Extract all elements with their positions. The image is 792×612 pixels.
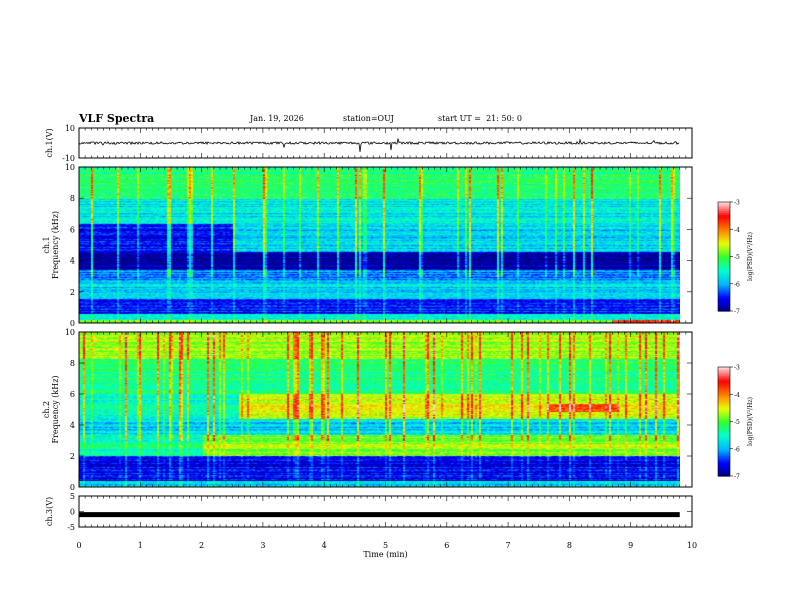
ch3-waveform-ytick-label: 0: [70, 508, 75, 517]
ch1-waveform-line: [78, 138, 680, 152]
ch2-spectrogram-ytick-label: 10: [65, 328, 75, 337]
ch1-spectrogram-panel: 0 2 4 6 8 10 ch.1 Frequency (kHz): [42, 163, 693, 328]
ch1-spectrogram-ylabel: Frequency (kHz): [51, 211, 60, 279]
x-axis-label: Time (min): [363, 550, 407, 559]
colorbar-label: log(PSD)(V²/Hz): [747, 232, 754, 281]
ch2-spectrogram-ytick-label: 2: [70, 452, 75, 461]
ch1-spectrogram-ytick-label: 6: [70, 225, 75, 234]
xtick-label: 6: [444, 541, 449, 550]
ch1-spectrogram-ytick-label: 4: [70, 257, 75, 266]
colorbar-tick-label: -6: [734, 281, 740, 288]
ch2-spectrogram-channel-label: ch.2: [42, 401, 51, 418]
colorbar-tick-label: -3: [734, 365, 740, 372]
chart-title: VLF Spectra: [79, 112, 155, 125]
xtick-label: 1: [138, 541, 143, 550]
start-time-label: start UT = 21: 50: 0: [438, 114, 523, 123]
colorbar-tick-label: -7: [734, 474, 740, 481]
ch1-waveform-panel: 10 -10 ch.1(V): [45, 124, 693, 163]
colorbar-tick-label: -7: [734, 309, 740, 316]
colorbar-ch2: -3 -4 -5 -6 -7 log(PSD)(V²/Hz): [717, 365, 754, 481]
xtick-label: 5: [383, 541, 388, 550]
ch2-spectrogram-ytick-label: 0: [70, 483, 75, 492]
ch3-waveform-ytick-label: 5: [70, 492, 75, 501]
ch1-spectrogram-ytick-label: 0: [70, 319, 75, 328]
xtick-label: 2: [199, 541, 204, 550]
ch2-spectrogram-ytick-label: 4: [70, 421, 75, 430]
colorbar-tick-label: -3: [734, 200, 740, 207]
xtick-label: 4: [322, 541, 327, 550]
xtick-label: 3: [260, 541, 265, 550]
colorbar-tick-label: -4: [734, 392, 740, 399]
station-label: station=OUJ: [343, 114, 394, 123]
ch2-no-data-region: [680, 332, 692, 487]
ch3-waveform-ytick-label: -5: [67, 523, 75, 532]
ch1-spectrogram-ytick-label: 10: [65, 163, 75, 172]
ch2-spectrogram-ytick-label: 6: [70, 390, 75, 399]
colorbar-ch1: -3 -4 -5 -6 -7 log(PSD)(V²/Hz): [717, 200, 754, 316]
ch2-spectrogram-ytick-label: 8: [70, 359, 75, 368]
xtick-label: 8: [567, 541, 572, 550]
ch1-spectrogram-channel-label: ch.1: [42, 236, 51, 253]
date-label: Jan. 19, 2026: [250, 114, 304, 123]
xtick-label: 9: [628, 541, 633, 550]
ch1-waveform-ylabel: ch.1(V): [45, 128, 54, 157]
ch1-waveform-ytick-label: 10: [65, 124, 75, 133]
colorbar-tick-label: -5: [734, 254, 740, 261]
colorbar-label: log(PSD)(V²/Hz): [747, 397, 754, 446]
xtick-label: 10: [687, 541, 697, 550]
colorbar-tick-label: -6: [734, 446, 740, 453]
ch3-waveform-ylabel: ch.3(V): [45, 497, 54, 526]
ch1-waveform-ytick-label: -10: [62, 154, 75, 163]
ch1-spectrogram-ytick-label: 2: [70, 288, 75, 297]
xtick-label: 0: [76, 541, 81, 550]
ch2-spectrogram-ylabel: Frequency (kHz): [51, 375, 60, 443]
ch1-no-data-region: [680, 167, 692, 323]
ch1-spectrogram-ytick-label: 8: [70, 194, 75, 203]
ch2-spectrogram-panel: 0 2 4 6 8 10 ch.2 Frequency (kHz): [42, 328, 693, 492]
ch3-waveform-panel: 5 0 -5 ch.3(V): [45, 492, 693, 532]
xtick-label: 7: [506, 541, 511, 550]
ch2-spectrogram-image: [79, 332, 680, 487]
ch1-spectrogram-image: [79, 167, 680, 323]
colorbar-tick-label: -4: [734, 227, 740, 234]
colorbar-tick-label: -5: [734, 419, 740, 426]
